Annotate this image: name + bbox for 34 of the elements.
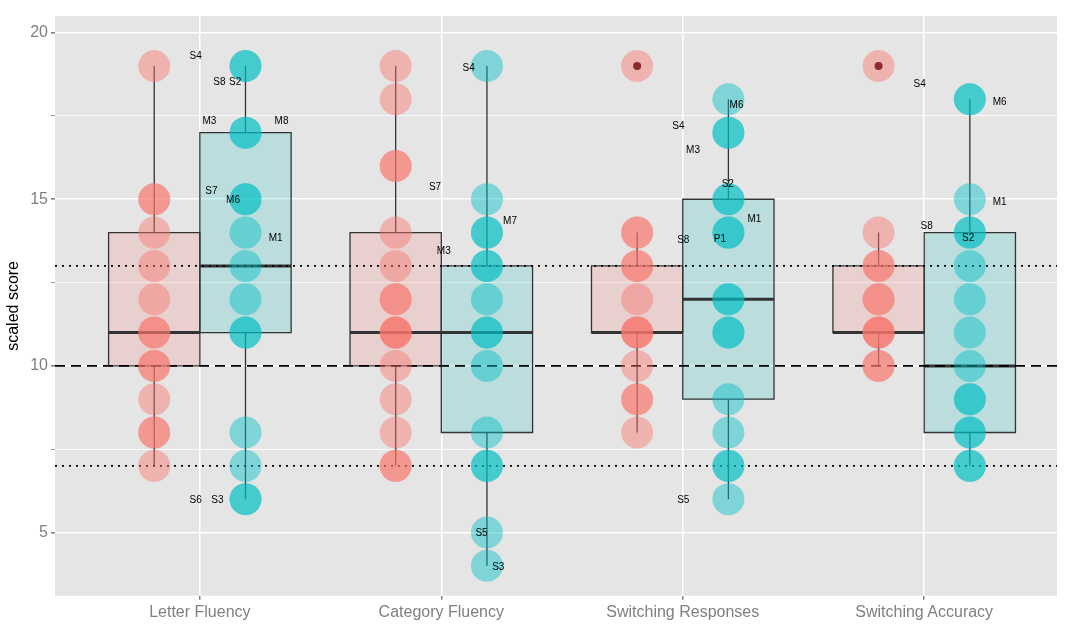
annotation: P1 (713, 232, 727, 244)
annotation: M1 (268, 231, 283, 243)
annotation: M3 (202, 114, 217, 126)
y-tick-label: 15 (30, 189, 49, 207)
x-tick-label: Category Fluency (378, 602, 505, 620)
annotation: S5 (677, 494, 690, 506)
x-tick-label: Switching Responses (606, 602, 760, 620)
annotation: S3 (492, 561, 505, 573)
annotation: M1 (992, 195, 1008, 207)
y-tick-label: 5 (39, 522, 49, 540)
annotation: S7 (205, 185, 219, 197)
annotation: S8 (920, 220, 934, 232)
annotation: S3 (211, 494, 224, 506)
annotation: M7 (503, 215, 518, 227)
annotation: M6 (992, 96, 1008, 108)
annotation: S4 (462, 62, 476, 74)
x-tick-label: Switching Accuracy (855, 602, 994, 620)
annotation: M3 (686, 144, 701, 156)
annotation: S6 (189, 494, 203, 506)
annotation: S4 (672, 119, 685, 131)
y-axis-title: scaled score (4, 260, 22, 351)
annotation: S5 (475, 527, 489, 539)
y-tick-label: 20 (30, 23, 49, 41)
y-tick-label: 10 (30, 356, 49, 374)
x-tick-label: Letter Fluency (149, 602, 251, 620)
annotation: S4 (189, 49, 203, 61)
annotation: S2 (962, 231, 975, 243)
annotation: S8 (213, 76, 226, 88)
annotation: S7 (428, 181, 442, 193)
annotation: M6 (729, 99, 744, 111)
annotation: M8 (274, 114, 289, 126)
annotation: S2 (229, 76, 242, 88)
annotation: M1 (747, 213, 762, 225)
annotation: S4 (913, 77, 927, 89)
